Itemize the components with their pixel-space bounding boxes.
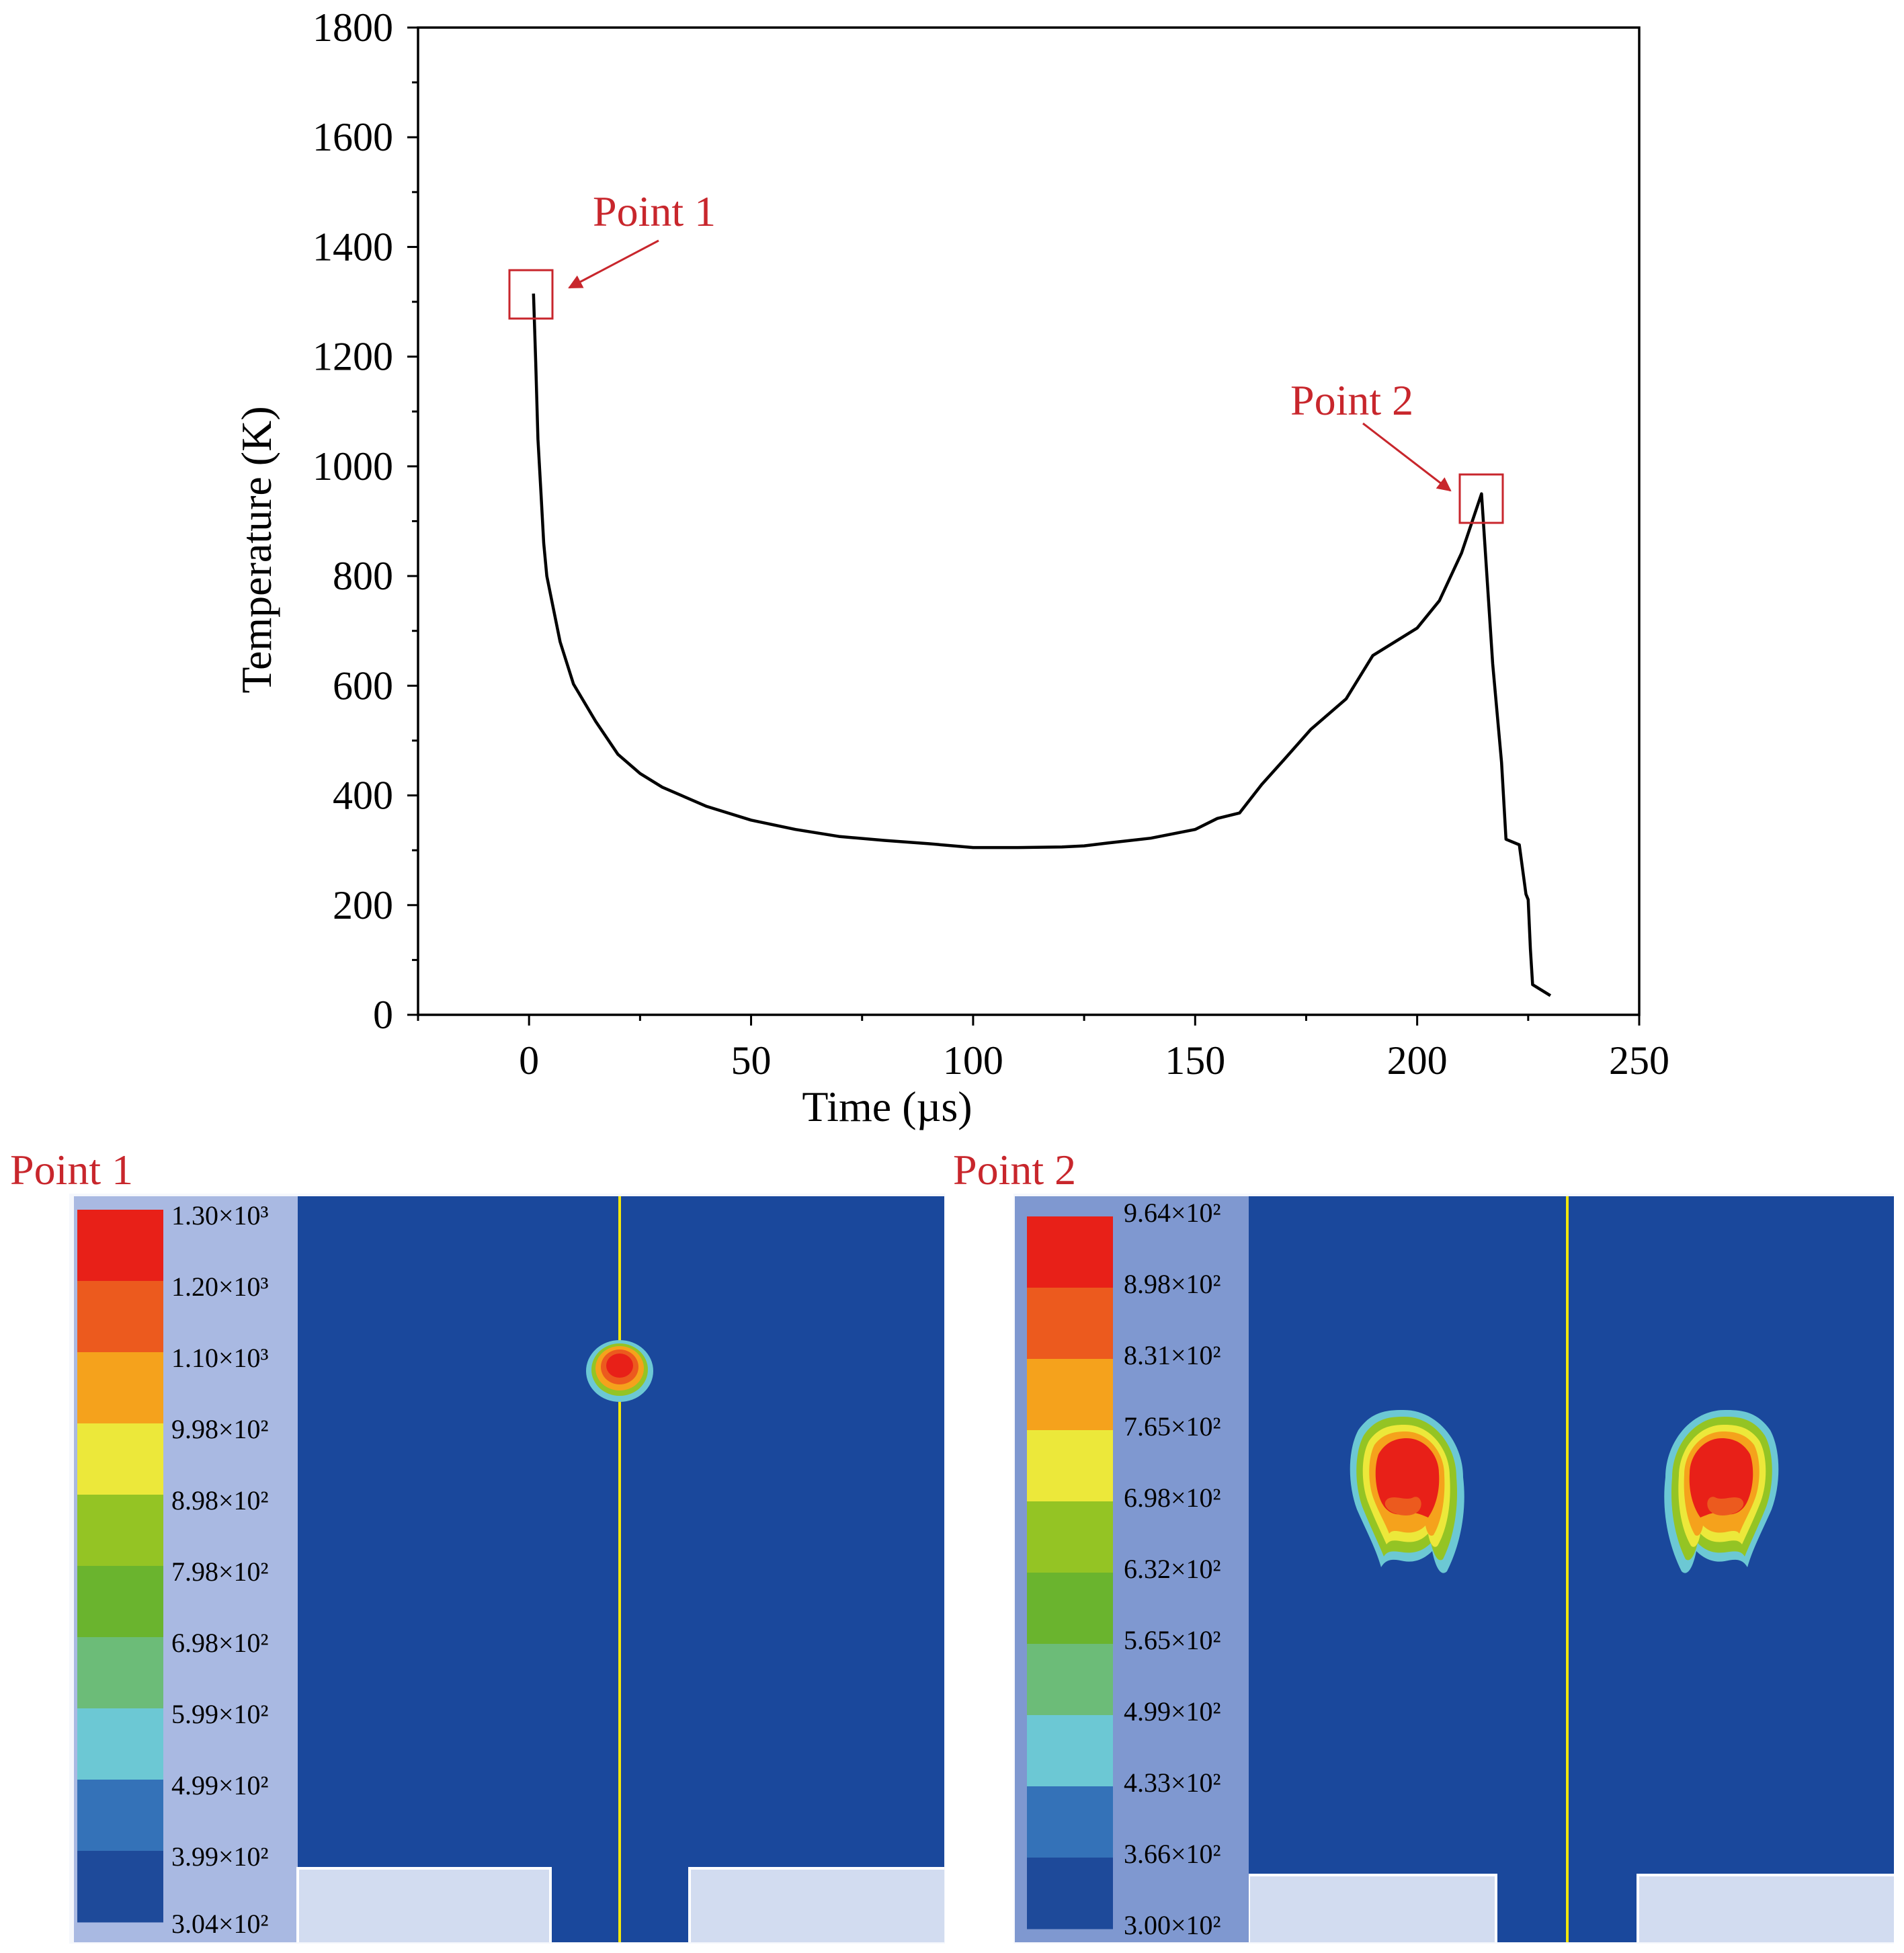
panel-1-legend-label: 1.20×10³ [171,1272,269,1302]
x-tick-label: 100 [943,1038,1003,1083]
contour-panel-point-2: Point 2 9.64×10² 8.98×10² 8.31×10² 7.65×… [953,1146,1894,1944]
panel-2-legend-label: 4.99×10² [1124,1696,1221,1727]
legend-swatch [77,1281,163,1353]
y-tick-label: 1200 [313,335,393,379]
x-tick-label: 250 [1609,1038,1669,1083]
x-axis-label: Time (µs) [802,1083,972,1130]
panel-1-legend-labels: 1.30×10³ 1.20×10³ 1.10×10³ 9.98×10² 8.98… [171,1200,269,1939]
point-2-annotation: Point 2 [1290,376,1413,424]
legend-swatch [77,1637,163,1709]
x-tick-label: 150 [1165,1038,1225,1083]
panel-2-substrate-left [1249,1874,1497,1942]
panel-1-legend-label: 6.98×10² [171,1628,269,1658]
panel-2-legend-label: 6.32×10² [1124,1554,1221,1584]
panel-2-substrate-right [1637,1874,1894,1942]
panel-2-legend-label: 3.00×10² [1124,1910,1221,1940]
panel-2-legend-label: 7.65×10² [1124,1411,1221,1442]
temperature-chart: 0 50 100 150 200 250 0 200 400 600 800 1000 1200 140… [233,5,1669,1130]
legend-swatch [77,1352,163,1424]
point-1-marker-box [508,269,554,320]
y-tick-label: 1400 [313,224,393,269]
blob-layer [1707,1497,1744,1515]
panel-1-legend-label: 5.99×10² [171,1699,269,1729]
panel-2-heat-blob-left [1350,1409,1464,1573]
chart-annotations: Point 1 Point 2 [508,188,1504,524]
panel-1-legend-swatches [77,1210,163,1923]
hot-spot-core [606,1354,633,1378]
point-1-arrow [568,239,659,289]
legend-swatch [1027,1288,1113,1360]
panel-1-legend-label: 4.99×10² [171,1770,269,1800]
panel-1-legend-label: 1.30×10³ [171,1200,269,1231]
blob-layer [1384,1497,1421,1515]
panel-1-legend-label: 9.98×10² [171,1414,269,1444]
legend-swatch [1027,1786,1113,1858]
point-2-arrow [1362,422,1452,492]
panel-2-legend-swatches [1027,1216,1113,1929]
legend-swatch [77,1780,163,1852]
x-tick-label: 0 [519,1038,539,1083]
panel-2-legend-label: 6.98×10² [1124,1483,1221,1513]
legend-swatch [77,1423,163,1495]
panel-2-legend-label: 5.65×10² [1124,1625,1221,1655]
legend-swatch [77,1210,163,1282]
panel-1-legend-label: 3.04×10² [171,1909,269,1939]
legend-swatch [77,1708,163,1780]
legend-swatch [1027,1573,1113,1645]
contour-panel-point-1: Point 1 1.30×10³ 1.20×10³ 1.10×10³ 9.98×… [10,1146,945,1944]
legend-swatch [1027,1715,1113,1787]
x-tick-label: 50 [731,1038,772,1083]
panel-2-title: Point 2 [953,1146,1076,1194]
legend-swatch [1027,1644,1113,1716]
y-tick-label: 400 [333,774,393,818]
y-tick-label: 1600 [313,115,393,159]
panel-1-title: Point 1 [10,1146,133,1194]
panel-1-substrate-left [296,1867,552,1942]
legend-swatch [1027,1216,1113,1288]
panel-1-legend-label: 8.98×10² [171,1485,269,1515]
legend-swatch [1027,1858,1113,1929]
y-tick-label: 600 [333,663,393,708]
panel-2-background-field [1249,1196,1894,1942]
panel-2-field [1249,1196,1894,1942]
legend-swatch [1027,1430,1113,1502]
y-tick-label: 800 [333,554,393,598]
point-2-marker-box [1458,473,1504,524]
y-tick-label: 1000 [313,444,393,489]
plot-frame [417,26,1641,1016]
panel-2-legend-label: 4.33×10² [1124,1768,1221,1798]
panel-2-legend-label: 3.66×10² [1124,1839,1221,1869]
y-axis-label: Temperature (K) [233,406,280,693]
panel-1-substrate-right [688,1867,944,1942]
panel-1-legend-label: 1.10×10³ [171,1343,269,1373]
panel-1-hot-spot [586,1340,653,1402]
x-axis-ticks: 0 50 100 150 200 250 [417,1015,1669,1083]
panel-2-legend-label: 9.64×10² [1124,1198,1221,1228]
temperature-series-line [532,293,1552,997]
point-1-annotation: Point 1 [593,188,716,235]
legend-swatch [77,1495,163,1567]
y-tick-label: 0 [373,993,393,1037]
y-tick-label: 200 [333,883,393,927]
y-tick-label: 1800 [313,5,393,50]
panel-1-legend-label: 3.99×10² [171,1841,269,1872]
legend-swatch [77,1851,163,1923]
y-axis-ticks: 0 200 400 600 800 1000 1200 1400 1600 1800 [313,5,418,1037]
panel-1-field [296,1196,944,1942]
legend-swatch [77,1566,163,1638]
panel-2-heat-blob-right [1664,1409,1779,1573]
legend-swatch [1027,1501,1113,1573]
panel-2-legend-labels: 9.64×10² 8.98×10² 8.31×10² 7.65×10² 6.98… [1124,1198,1221,1940]
legend-swatch [1027,1359,1113,1431]
x-tick-label: 200 [1387,1038,1448,1083]
panel-2-legend-label: 8.98×10² [1124,1269,1221,1299]
panel-1-legend-label: 7.98×10² [171,1556,269,1587]
panel-2-legend-label: 8.31×10² [1124,1340,1221,1370]
